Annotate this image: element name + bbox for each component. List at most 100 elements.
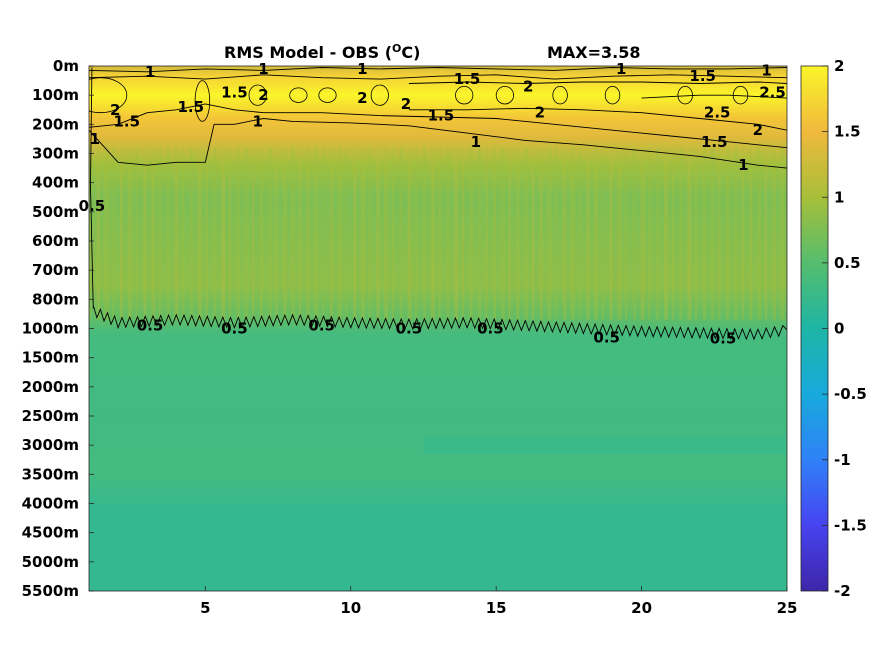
contour-label: 1 <box>616 60 626 78</box>
field-streak <box>687 147 692 320</box>
contour-line-1 <box>89 67 787 73</box>
field-streak <box>656 147 660 320</box>
field-streak <box>112 147 115 320</box>
field-streak <box>267 147 272 320</box>
field-streak <box>127 147 132 320</box>
field-streak <box>360 147 365 320</box>
field-streak <box>454 147 459 320</box>
y-tick-label: 2000m <box>22 378 79 396</box>
field-streak <box>446 147 450 320</box>
field-streak <box>244 147 249 320</box>
contour-ellipse <box>248 84 267 106</box>
field-patch <box>423 436 787 454</box>
heatmap-background <box>89 66 787 591</box>
contour-label: 0.5 <box>79 197 106 215</box>
field-streak <box>283 147 287 320</box>
contour-line-1-5 <box>89 103 787 149</box>
y-tick-label: 200m <box>32 115 79 133</box>
field-streak <box>493 147 496 320</box>
colorbar-tick-label: 2 <box>834 57 844 75</box>
contour-ellipse <box>318 87 337 103</box>
field-streak <box>236 147 240 320</box>
y-tick-label: 4000m <box>22 495 79 513</box>
y-tick-label: 1000m <box>22 320 79 338</box>
field-streak <box>120 147 124 320</box>
field-streak <box>555 147 558 320</box>
contour-label: 1 <box>145 63 155 81</box>
contour-label: 0.5 <box>137 317 164 335</box>
field-streak <box>322 147 325 320</box>
field-streak <box>135 147 138 320</box>
contour-label: 0.5 <box>710 330 737 348</box>
contour-label: 1.5 <box>221 83 248 101</box>
field-streak <box>259 147 263 320</box>
field-streak <box>104 147 109 320</box>
field-streak <box>291 147 295 320</box>
y-tick-label: 3000m <box>22 436 79 454</box>
field-streak <box>485 147 488 320</box>
field-streak <box>221 147 226 320</box>
contour-ellipse <box>604 85 621 105</box>
contour-label: 1 <box>357 60 367 78</box>
field-streak <box>190 147 193 320</box>
colorbar-tick-label: -1.5 <box>834 516 867 534</box>
contour-label: 2 <box>523 77 533 95</box>
contour-label: 1.5 <box>178 98 205 116</box>
contour-label: 1 <box>738 156 748 174</box>
contour-label: 1 <box>90 130 100 148</box>
field-streak <box>625 147 628 320</box>
contour-label: 2 <box>110 101 120 119</box>
field-streak <box>182 147 185 320</box>
colorbar-tick-label: -1 <box>834 451 851 469</box>
contour-label: 0.5 <box>221 320 248 338</box>
field-streak <box>563 147 566 320</box>
field-streak <box>640 147 645 320</box>
field-streak <box>306 147 310 320</box>
contour-label: 1 <box>761 61 771 79</box>
field-streak <box>213 147 217 320</box>
field-streak <box>500 147 505 320</box>
field-streak <box>586 147 590 320</box>
field-streak <box>539 147 543 320</box>
field-streak <box>166 147 170 320</box>
field-streak <box>749 147 753 320</box>
field-streak <box>516 147 520 320</box>
field-streak <box>648 147 651 320</box>
field-streak <box>578 147 581 320</box>
x-tick-label: 15 <box>486 599 507 617</box>
contour-line-2 <box>408 81 787 84</box>
field-streak <box>702 147 706 320</box>
field-streak <box>462 147 464 320</box>
colorbar-tick-label: 0 <box>834 320 844 338</box>
x-axis-ticks: 5 10 15 20 25 <box>200 586 797 617</box>
field-streak <box>337 147 342 320</box>
field-streak <box>508 147 511 320</box>
field-streak <box>415 147 418 320</box>
contour-label: 0.5 <box>593 328 620 346</box>
colorbar-tick-label: -2 <box>834 582 851 600</box>
colorbar-ticks: 2 1.5 1 0.5 0 -0.5 -1 -1.5 -2 <box>822 57 867 600</box>
field-streak <box>430 147 435 320</box>
contour-line-1 <box>89 118 787 169</box>
y-tick-label: 3500m <box>22 465 79 483</box>
colorbar-tick-label: 1 <box>834 188 844 206</box>
x-tick-label: 25 <box>777 599 798 617</box>
contour-ellipse <box>495 85 514 105</box>
field-streak <box>151 147 156 320</box>
field-streak <box>765 147 767 320</box>
contour-label: 2 <box>258 86 268 104</box>
field-streak <box>679 147 683 320</box>
y-tick-label: 5000m <box>22 553 79 571</box>
field-streak <box>376 147 380 320</box>
field-streak <box>89 147 91 320</box>
field-streak <box>695 147 698 320</box>
x-tick-label: 10 <box>340 599 361 617</box>
contour-label: 2.5 <box>704 104 731 122</box>
contour-label: 2 <box>357 89 367 107</box>
contour-line-1-5 <box>89 74 787 80</box>
field-streak <box>741 147 744 320</box>
field-streak <box>314 147 319 320</box>
field-streak <box>252 147 255 320</box>
field-streak <box>143 147 147 320</box>
